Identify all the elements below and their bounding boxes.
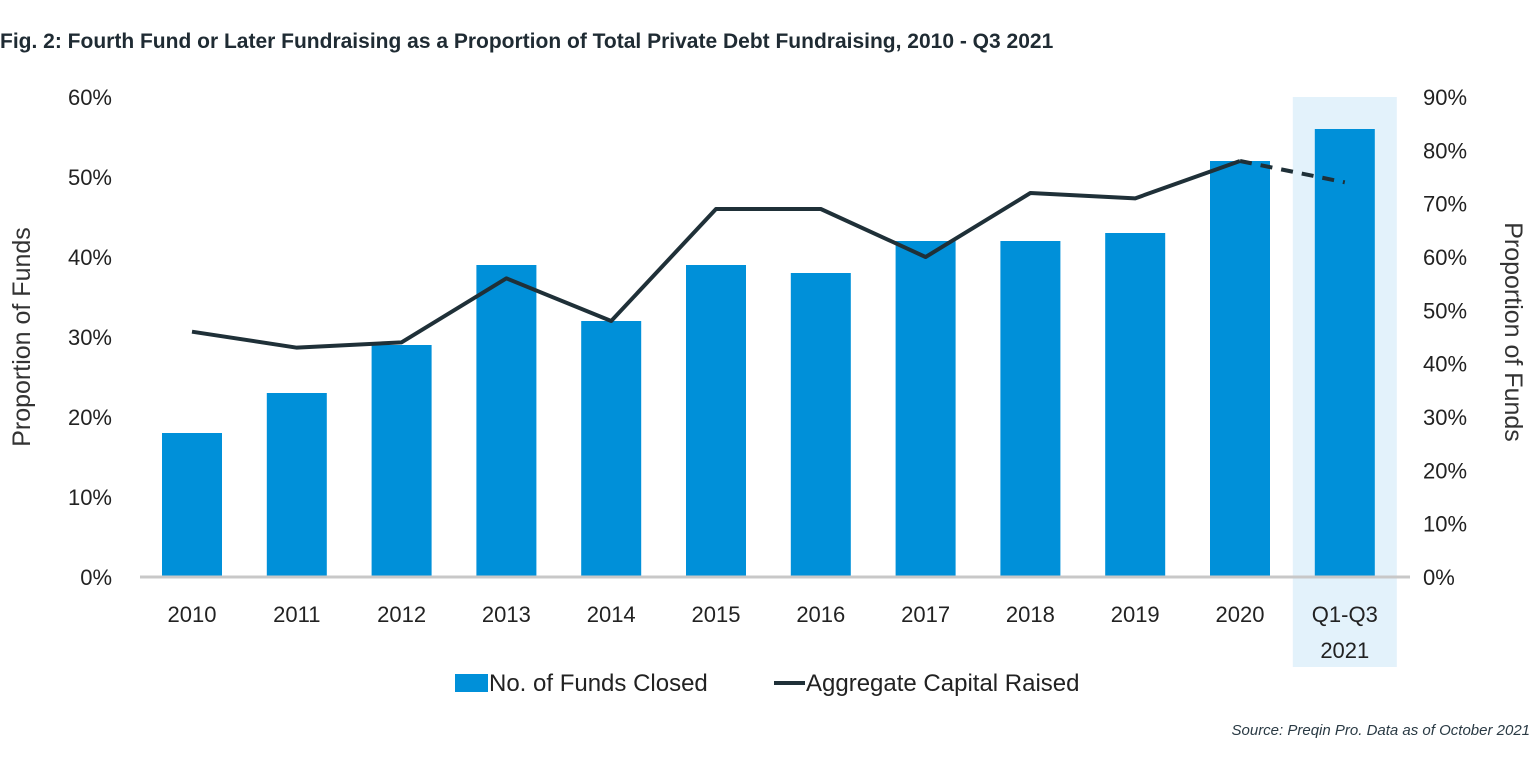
bar-8 [1000,241,1061,577]
right-tick-label: 30% [1423,405,1467,430]
x-tick-label: 2015 [692,602,741,627]
right-tick-label: 90% [1423,85,1467,110]
right-tick-label: 60% [1423,245,1467,270]
x-tick-label: 2017 [901,602,950,627]
x-tick-label: 2016 [796,602,845,627]
x-tick-label: 2014 [587,602,636,627]
bar-10 [1210,161,1270,577]
chart-title: Fig. 2: Fourth Fund or Later Fundraising… [0,30,1054,53]
right-tick-label: 80% [1423,138,1467,163]
legend-label-capital-raised: Aggregate Capital Raised [806,670,1080,697]
x-tick-label: 2013 [482,602,531,627]
left-tick-label: 40% [68,245,112,270]
right-tick-label: 70% [1423,192,1467,217]
bar-6 [790,273,851,577]
legend: No. of Funds Closed Aggregate Capital Ra… [455,670,1080,697]
bar-2 [371,345,432,577]
bar-5 [686,265,746,577]
source-note: Source: Preqin Pro. Data as of October 2… [1231,722,1531,739]
left-tick-label: 50% [68,165,112,190]
left-tick-label: 10% [68,485,112,510]
right-tick-label: 20% [1423,458,1467,483]
bar-3 [476,265,537,577]
bar-0 [162,433,222,577]
left-tick-label: 0% [80,565,112,590]
right-tick-label: 50% [1423,298,1467,323]
x-tick-label: 2012 [377,602,426,627]
left-tick-label: 30% [68,325,112,350]
legend-bar-swatch [455,674,488,692]
bar-7 [895,241,956,577]
x-tick-label: 2021 [1320,638,1369,663]
x-tick-label: 2011 [273,602,320,627]
right-tick-label: 0% [1423,565,1455,590]
left-axis-title: Proportion of Funds [8,227,36,447]
x-tick-label: 2019 [1111,602,1160,627]
right-tick-label: 40% [1423,352,1467,377]
x-tick-label: Q1-Q3 [1312,602,1378,627]
legend-label-funds-closed: No. of Funds Closed [489,670,708,697]
bar-9 [1105,233,1166,577]
left-tick-label: 20% [68,405,112,430]
right-axis-title: Proportion of Funds [1499,222,1527,442]
line-series-dashed [1239,159,1346,185]
x-tick-label: 2020 [1216,602,1265,627]
bar-11 [1314,129,1375,577]
left-tick-label: 60% [68,85,112,110]
right-tick-label: 10% [1423,512,1467,537]
bar-1 [266,393,327,577]
x-tick-label: 2018 [1006,602,1055,627]
bar-4 [581,321,642,577]
x-tick-label: 2010 [168,602,217,627]
